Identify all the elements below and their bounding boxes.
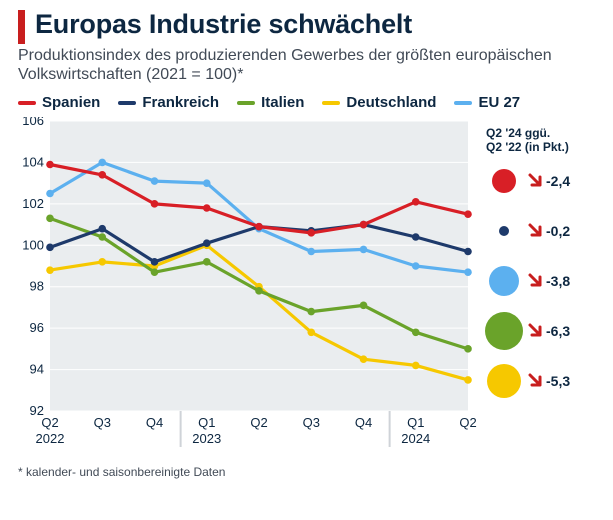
- svg-text:94: 94: [30, 362, 44, 377]
- svg-text:Q4: Q4: [355, 415, 372, 430]
- svg-text:100: 100: [22, 238, 44, 253]
- legend-swatch: [237, 101, 255, 105]
- svg-text:-5,3: -5,3: [546, 373, 570, 389]
- svg-text:96: 96: [30, 321, 44, 336]
- legend-item: EU 27: [454, 94, 520, 111]
- legend-swatch: [18, 101, 36, 105]
- svg-text:Q3: Q3: [94, 415, 111, 430]
- chart-area: 92949698100102104106Q2Q3Q4Q1Q2Q3Q4Q1Q220…: [18, 117, 594, 457]
- svg-text:-3,8: -3,8: [546, 273, 570, 289]
- legend-item: Deutschland: [322, 94, 436, 111]
- svg-text:Q2: Q2: [41, 415, 58, 430]
- svg-text:102: 102: [22, 196, 44, 211]
- chart-svg: 92949698100102104106Q2Q3Q4Q1Q2Q3Q4Q1Q220…: [18, 117, 594, 457]
- legend-label: Deutschland: [346, 94, 436, 111]
- legend-swatch: [322, 101, 340, 105]
- svg-text:2022: 2022: [36, 431, 65, 446]
- legend-label: EU 27: [478, 94, 520, 111]
- svg-text:Q3: Q3: [303, 415, 320, 430]
- svg-text:104: 104: [22, 155, 44, 170]
- svg-text:Q1: Q1: [407, 415, 424, 430]
- svg-text:-6,3: -6,3: [546, 323, 570, 339]
- title-row: Europas Industrie schwächelt: [18, 10, 595, 44]
- svg-text:Q4: Q4: [146, 415, 163, 430]
- legend-label: Spanien: [42, 94, 100, 111]
- svg-text:Q2: Q2: [459, 415, 476, 430]
- svg-text:Q2 '24 ggü.: Q2 '24 ggü.: [486, 126, 550, 140]
- svg-text:-0,2: -0,2: [546, 223, 570, 239]
- accent-bar: [18, 10, 25, 44]
- infographic-root: Europas Industrie schwächelt Produktions…: [0, 0, 613, 520]
- svg-text:Q2 '22 (in Pkt.): Q2 '22 (in Pkt.): [486, 140, 569, 154]
- legend-swatch: [454, 101, 472, 105]
- page-title: Europas Industrie schwächelt: [35, 10, 412, 44]
- legend-label: Frankreich: [142, 94, 219, 111]
- legend-item: Spanien: [18, 94, 100, 111]
- svg-text:98: 98: [30, 279, 44, 294]
- legend-item: Italien: [237, 94, 304, 111]
- svg-text:Q2: Q2: [250, 415, 267, 430]
- svg-text:106: 106: [22, 117, 44, 128]
- subtitle: Produktionsindex des produzierenden Gewe…: [18, 46, 595, 84]
- footnote: * kalender- und saisonbereinigte Daten: [18, 465, 595, 479]
- legend-swatch: [118, 101, 136, 105]
- svg-text:Q1: Q1: [198, 415, 215, 430]
- svg-text:2024: 2024: [401, 431, 430, 446]
- svg-text:2023: 2023: [192, 431, 221, 446]
- legend-label: Italien: [261, 94, 304, 111]
- legend: Spanien Frankreich Italien Deutschland E…: [18, 94, 595, 111]
- svg-text:-2,4: -2,4: [546, 173, 570, 189]
- legend-item: Frankreich: [118, 94, 219, 111]
